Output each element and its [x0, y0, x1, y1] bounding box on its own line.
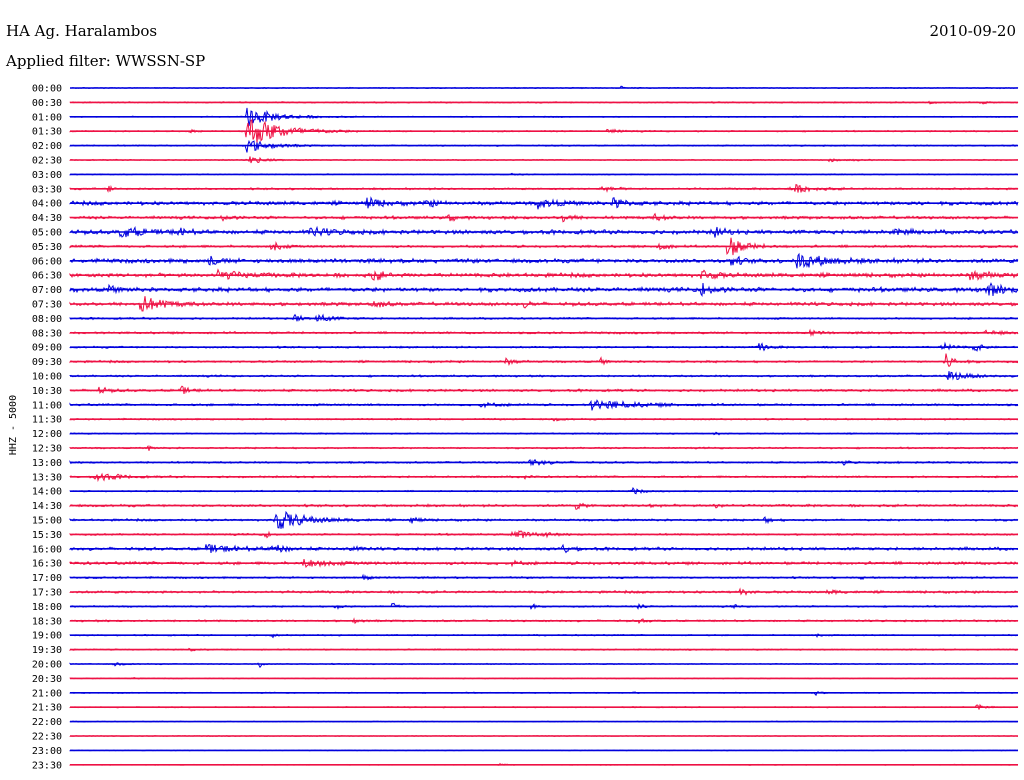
- time-label: 12:30: [32, 444, 62, 455]
- time-label: 12:00: [32, 429, 62, 440]
- time-label: 06:30: [32, 271, 62, 282]
- time-label: 18:30: [32, 616, 62, 627]
- time-label: 04:30: [32, 213, 62, 224]
- time-label: 20:00: [32, 660, 62, 671]
- time-label: 00:00: [32, 84, 62, 95]
- time-label: 14:00: [32, 487, 62, 498]
- time-label: 05:00: [32, 228, 62, 239]
- time-label: 16:30: [32, 559, 62, 570]
- time-label: 00:30: [32, 98, 62, 109]
- time-label: 20:30: [32, 674, 62, 685]
- time-label: 16:00: [32, 544, 62, 555]
- time-label: 09:30: [32, 357, 62, 368]
- time-label: 04:00: [32, 199, 62, 210]
- time-label: 11:00: [32, 400, 62, 411]
- date-label: 2010-09-20: [930, 22, 1016, 40]
- time-label: 21:00: [32, 688, 62, 699]
- time-label: 07:30: [32, 300, 62, 311]
- time-label: 01:00: [32, 112, 62, 123]
- time-label: 14:30: [32, 501, 62, 512]
- time-label: 17:30: [32, 588, 62, 599]
- time-label: 23:00: [32, 746, 62, 757]
- time-label: 13:00: [32, 458, 62, 469]
- time-label: 15:30: [32, 530, 62, 541]
- time-label: 02:00: [32, 141, 62, 152]
- time-label: 18:00: [32, 602, 62, 613]
- time-label: 11:30: [32, 415, 62, 426]
- time-label: 03:30: [32, 184, 62, 195]
- trace-1430: [69, 502, 1018, 510]
- trace-group: [69, 85, 1019, 766]
- time-label: 07:00: [32, 285, 62, 296]
- time-label: 19:00: [32, 631, 62, 642]
- time-label: 13:30: [32, 472, 62, 483]
- trace-0930: [69, 353, 1019, 368]
- time-label: 22:00: [32, 717, 62, 728]
- trace-0200: [69, 139, 1019, 153]
- time-label: 23:30: [32, 760, 62, 771]
- time-label: 19:30: [32, 645, 62, 656]
- time-label: 06:00: [32, 256, 62, 267]
- time-label: 10:00: [32, 372, 62, 383]
- time-label: 10:30: [32, 386, 62, 397]
- channel-label: HHZ - 5000: [8, 395, 19, 455]
- time-label: 17:00: [32, 573, 62, 584]
- time-label: 22:30: [32, 732, 62, 743]
- time-label: 08:30: [32, 328, 62, 339]
- time-label: 21:30: [32, 703, 62, 714]
- time-label: 01:30: [32, 127, 62, 138]
- time-labels: 00:00 00:30 01:00 01:30 02:00 02:30 03:00 03:30…: [32, 84, 62, 772]
- station-title: HA Ag. Haralambos: [6, 22, 157, 40]
- time-label: 02:30: [32, 156, 62, 167]
- time-label: 15:00: [32, 516, 62, 527]
- time-label: 09:00: [32, 343, 62, 354]
- time-label: 08:00: [32, 314, 62, 325]
- time-label: 05:30: [32, 242, 62, 253]
- filter-title: Applied filter: WWSSN-SP: [5, 52, 205, 70]
- time-label: 03:00: [32, 170, 62, 181]
